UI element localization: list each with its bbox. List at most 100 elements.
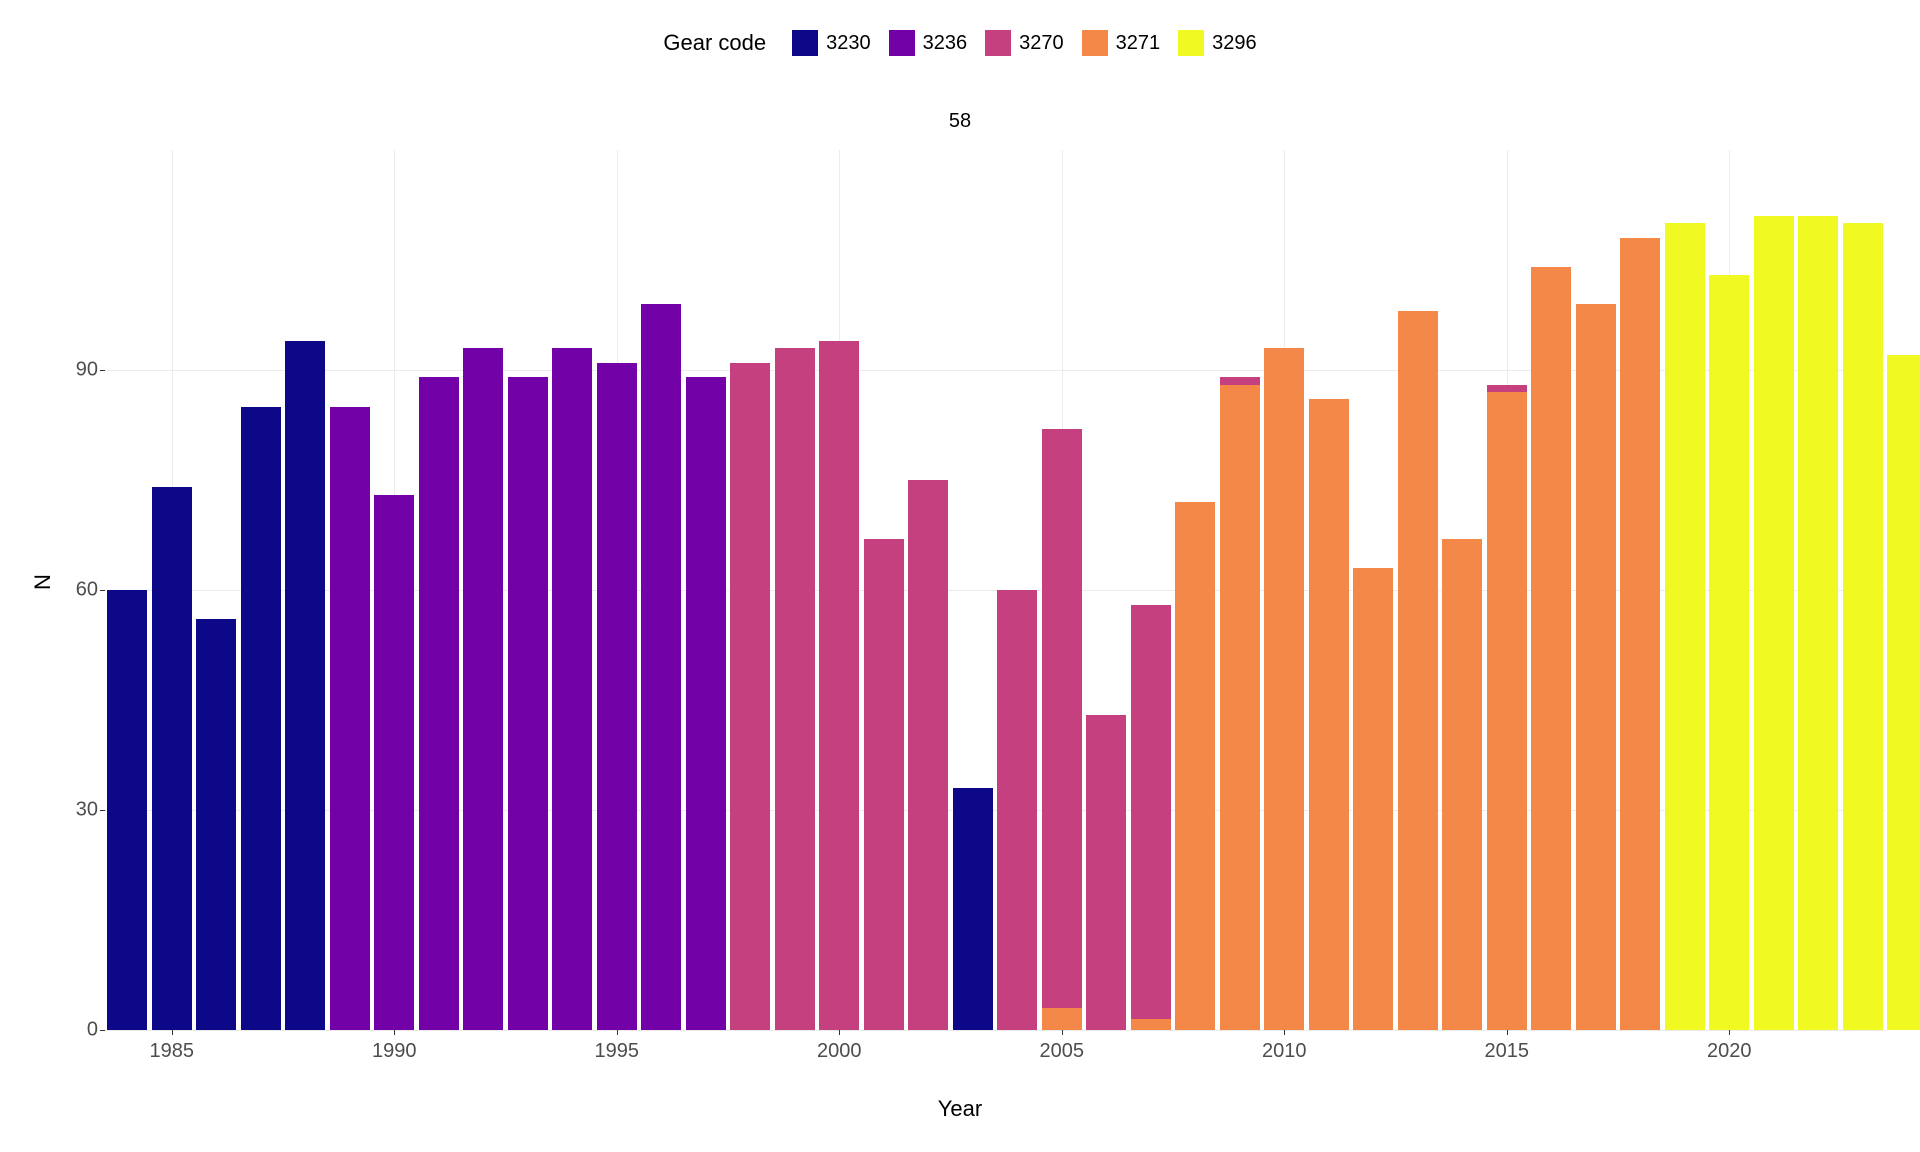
bar-segment: [1131, 605, 1171, 1019]
y-tick-label: 0: [48, 1019, 98, 1042]
bar-2006: [1086, 715, 1126, 1030]
bar-1996: [641, 304, 681, 1030]
bar-2022: [1798, 216, 1838, 1030]
legend-item-3271: 3271: [1082, 30, 1161, 56]
bar-1992: [463, 348, 503, 1030]
legend-swatch: [1178, 30, 1204, 56]
bar-segment: [1042, 1008, 1082, 1030]
x-tick-mark: [1507, 1030, 1508, 1035]
bar-2007: [1131, 605, 1171, 1030]
bar-segment: [1620, 238, 1660, 1030]
facet-title: 58: [0, 110, 1920, 133]
x-tick-mark: [1284, 1030, 1285, 1035]
bar-segment: [1264, 348, 1304, 1030]
bar-segment: [1220, 385, 1260, 1030]
gridline-h: [105, 810, 1885, 811]
bar-segment: [908, 480, 948, 1030]
bar-segment: [1309, 399, 1349, 1030]
bar-segment: [597, 363, 637, 1030]
gridline-h: [105, 370, 1885, 371]
bar-1985: [152, 487, 192, 1030]
gridline-h: [105, 1030, 1885, 1031]
bar-1995: [597, 363, 637, 1030]
bar-1988: [285, 341, 325, 1030]
bar-segment: [864, 539, 904, 1030]
legend-label: 3271: [1116, 32, 1161, 55]
bar-1998: [730, 363, 770, 1030]
bar-segment: [1754, 216, 1794, 1030]
x-tick-mark: [1729, 1030, 1730, 1035]
y-tick-mark: [100, 1030, 105, 1031]
bar-segment: [1442, 539, 1482, 1030]
bar-2015: [1487, 385, 1527, 1030]
bar-2016: [1531, 267, 1571, 1030]
legend-label: 3296: [1212, 32, 1257, 55]
bar-segment: [152, 487, 192, 1030]
x-tick-label: 1995: [595, 1040, 640, 1063]
bar-segment: [1798, 216, 1838, 1030]
bar-segment: [508, 377, 548, 1030]
bar-2018: [1620, 238, 1660, 1030]
bar-segment: [1665, 223, 1705, 1030]
bar-1997: [686, 377, 726, 1030]
bar-2024: [1887, 355, 1920, 1030]
bar-2021: [1754, 216, 1794, 1030]
bar-1991: [419, 377, 459, 1030]
y-tick-label: 60: [48, 579, 98, 602]
legend-item-3296: 3296: [1178, 30, 1257, 56]
bar-2011: [1309, 399, 1349, 1030]
x-tick-mark: [394, 1030, 395, 1035]
bar-segment: [953, 788, 993, 1030]
legend-label: 3236: [923, 32, 968, 55]
bar-segment: [285, 341, 325, 1030]
bar-2019: [1665, 223, 1705, 1030]
bar-segment: [819, 341, 859, 1030]
bar-2012: [1353, 568, 1393, 1030]
bar-2017: [1576, 304, 1616, 1030]
bar-segment: [997, 590, 1037, 1030]
x-tick-label: 1990: [372, 1040, 417, 1063]
bar-segment: [1487, 392, 1527, 1030]
y-tick-mark: [100, 590, 105, 591]
bar-segment: [1131, 1019, 1171, 1030]
bar-1986: [196, 619, 236, 1030]
bar-segment: [1353, 568, 1393, 1030]
bar-segment: [419, 377, 459, 1030]
bar-segment: [1843, 223, 1883, 1030]
bar-segment: [775, 348, 815, 1030]
bar-segment: [463, 348, 503, 1030]
bar-2014: [1442, 539, 1482, 1030]
y-tick-mark: [100, 370, 105, 371]
bar-segment: [552, 348, 592, 1030]
legend-item-3270: 3270: [985, 30, 1064, 56]
legend: Gear code 32303236327032713296: [0, 30, 1920, 56]
x-tick-mark: [617, 1030, 618, 1035]
bar-segment: [1709, 275, 1749, 1030]
bar-2004: [997, 590, 1037, 1030]
bar-1993: [508, 377, 548, 1030]
x-tick-mark: [1062, 1030, 1063, 1035]
plot-area: [105, 150, 1885, 1030]
chart-container: Gear code 32303236327032713296 58 N Year…: [0, 0, 1920, 1152]
x-tick-label: 2005: [1040, 1040, 1085, 1063]
bar-segment: [641, 304, 681, 1030]
bar-2013: [1398, 311, 1438, 1030]
legend-swatch: [889, 30, 915, 56]
bar-2009: [1220, 377, 1260, 1030]
bar-1990: [374, 495, 414, 1030]
bar-2023: [1843, 223, 1883, 1030]
x-tick-label: 2010: [1262, 1040, 1307, 1063]
bar-segment: [196, 619, 236, 1030]
bar-segment: [1487, 385, 1527, 392]
bar-segment: [1086, 715, 1126, 1030]
bar-segment: [1042, 429, 1082, 1008]
bar-2010: [1264, 348, 1304, 1030]
bar-segment: [241, 407, 281, 1030]
bar-2020: [1709, 275, 1749, 1030]
bar-1984: [107, 590, 147, 1030]
bar-1989: [330, 407, 370, 1030]
legend-item-3230: 3230: [792, 30, 871, 56]
legend-label: 3230: [826, 32, 871, 55]
legend-swatch: [792, 30, 818, 56]
bar-2008: [1175, 502, 1215, 1030]
